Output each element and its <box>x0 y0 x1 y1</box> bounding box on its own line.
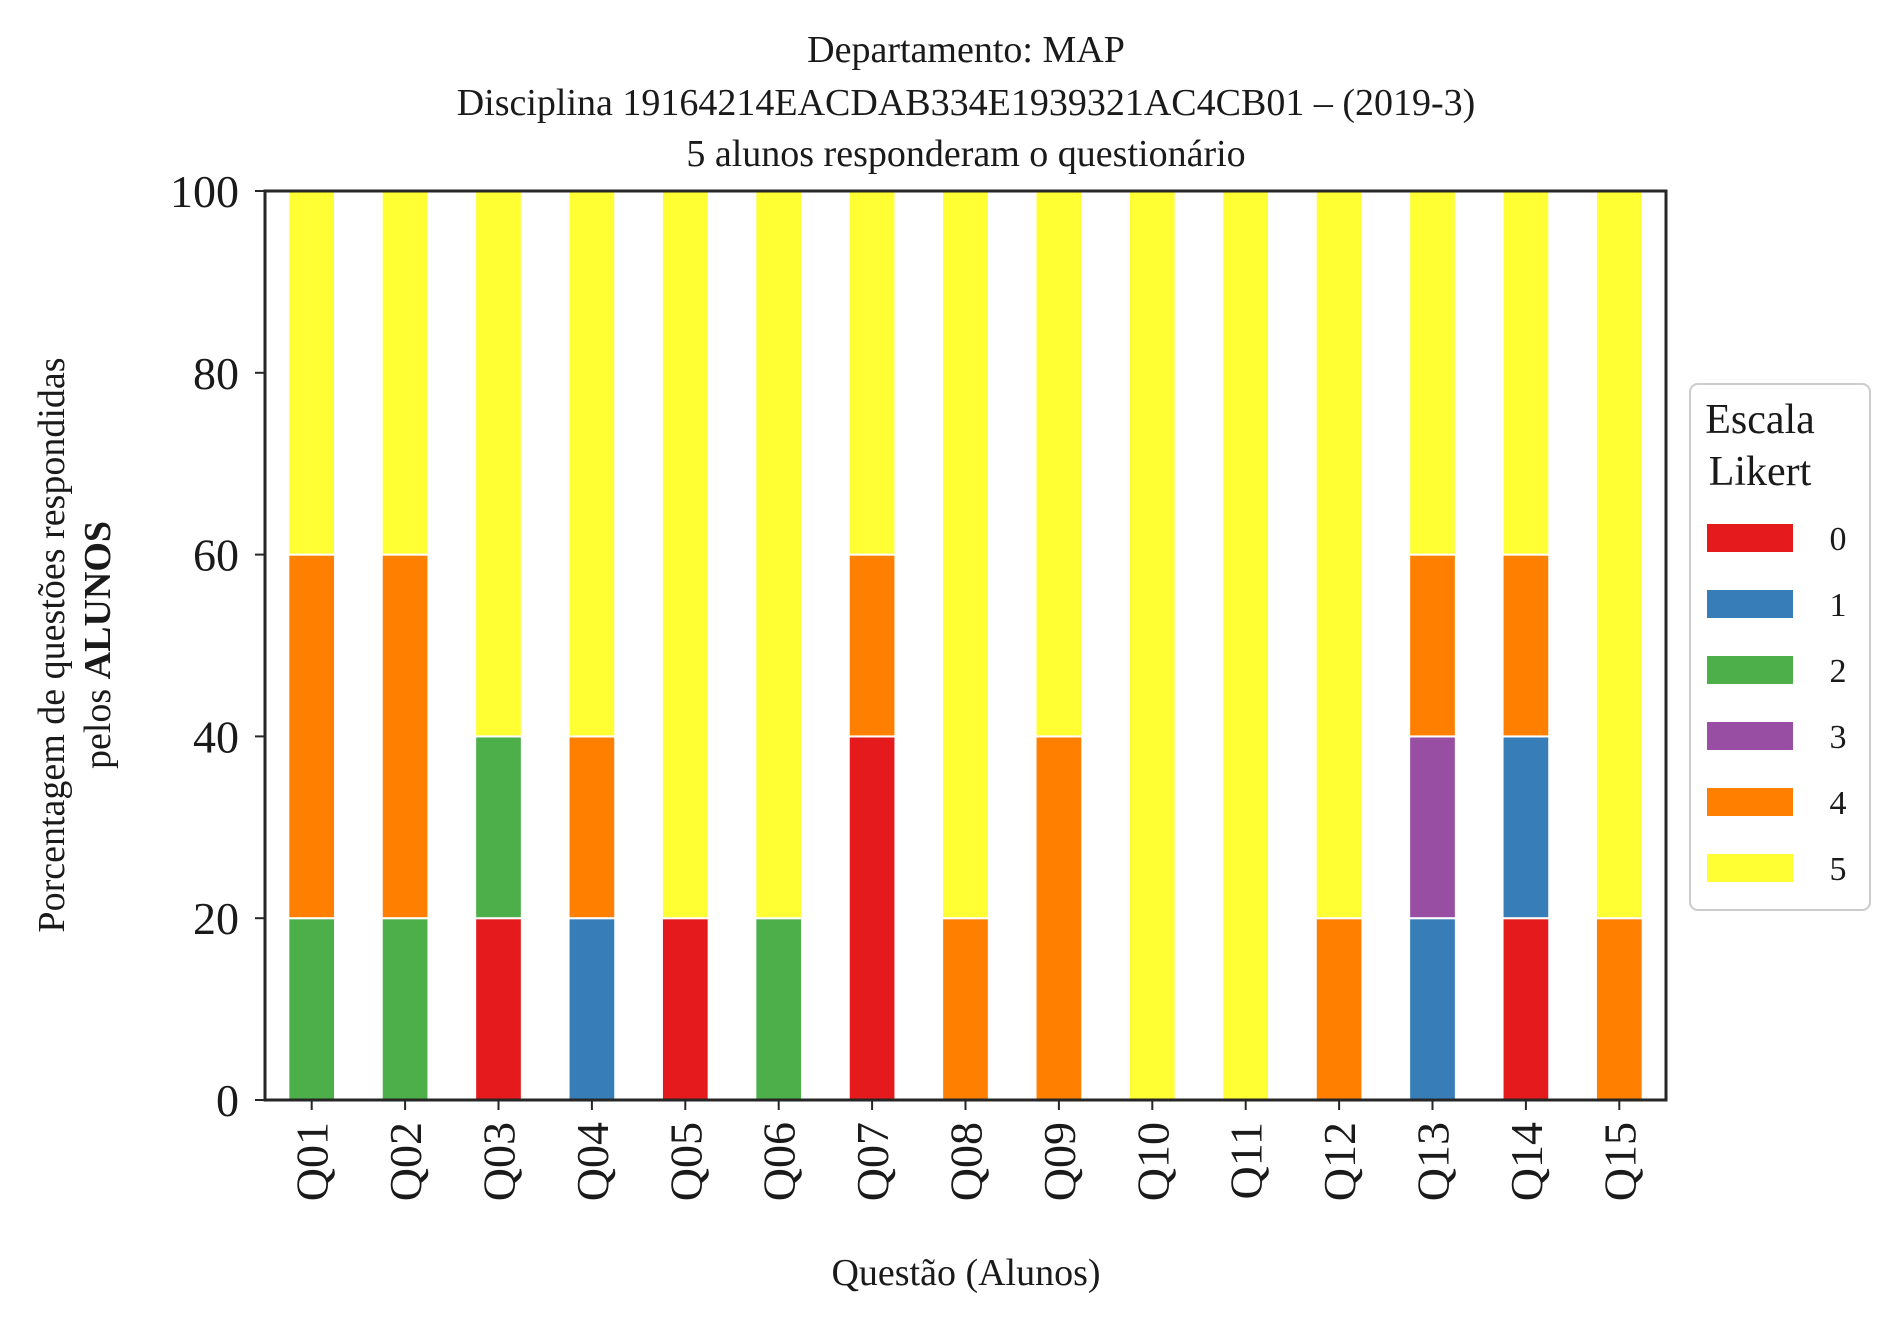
plot-frame <box>263 189 1668 1102</box>
bar-q02-level-2 <box>380 917 430 1102</box>
bar-q07-level-4 <box>847 553 897 738</box>
bar-q09-level-4 <box>1034 735 1084 1102</box>
legend-swatch-5 <box>1707 854 1793 882</box>
legend-entries: 0 1 2 3 4 5 <box>1707 521 1847 888</box>
legend-frame <box>1689 383 1871 911</box>
legend-label-1: 1 <box>1830 587 1847 624</box>
y-tick-label-40: 40 <box>193 711 239 762</box>
bar-q09-level-5 <box>1034 190 1084 738</box>
y-tick-label-60: 60 <box>193 530 239 581</box>
y-axis-label-bold: ALUNOS <box>77 521 119 679</box>
legend-swatch-1 <box>1707 590 1793 618</box>
y-axis: 0 20 40 60 80 100 <box>170 166 265 1126</box>
x-tick-label-q05: Q05 <box>660 1122 711 1201</box>
bar-q05-level-0 <box>660 917 710 1102</box>
bar-q11-level-5 <box>1221 190 1271 1101</box>
legend-label-4: 4 <box>1830 785 1847 822</box>
bar-q01-level-5 <box>287 190 337 556</box>
bar-q12-level-4 <box>1314 917 1364 1102</box>
bar-q15-level-4 <box>1594 917 1644 1102</box>
y-axis-label-line-2: pelos ALUNOS <box>77 521 119 769</box>
legend-swatch-4 <box>1707 788 1793 816</box>
legend-swatch-2 <box>1707 656 1793 684</box>
x-tick-label-q03: Q03 <box>474 1122 525 1201</box>
chart-title-line-1: Departamento: MAP <box>807 29 1125 71</box>
legend-label-2: 2 <box>1830 653 1847 690</box>
bar-q06-level-2 <box>754 917 804 1102</box>
y-tick-label-100: 100 <box>170 166 239 217</box>
bar-q04-level-5 <box>567 190 617 738</box>
legend: Escala Likert 0 1 2 3 4 5 <box>1689 383 1871 911</box>
legend-title-line-2: Likert <box>1709 449 1812 495</box>
bar-q13-level-5 <box>1408 190 1457 556</box>
bar-q10-level-5 <box>1127 190 1177 1101</box>
x-tick-label-q12: Q12 <box>1314 1122 1365 1201</box>
bar-q01-level-4 <box>287 553 337 920</box>
chart-title-line-3: 5 alunos responderam o questionário <box>686 133 1245 175</box>
bar-q14-level-4 <box>1501 553 1551 738</box>
bar-q03-level-5 <box>474 190 523 738</box>
x-tick-label-q09: Q09 <box>1034 1122 1085 1201</box>
bars-layer <box>287 190 1644 1102</box>
y-tick-label-20: 20 <box>193 893 239 944</box>
legend-title-line-1: Escala <box>1705 397 1815 443</box>
bar-q02-level-5 <box>380 190 430 556</box>
y-tick-label-80: 80 <box>193 348 239 399</box>
bar-q12-level-5 <box>1314 190 1364 920</box>
bar-q03-level-0 <box>474 917 523 1102</box>
legend-swatch-3 <box>1707 722 1793 750</box>
bar-q05-level-5 <box>660 190 710 920</box>
y-axis-label-prefix: pelos <box>77 679 119 769</box>
chart-title-line-2: Disciplina 19164214EACDAB334E1939321AC4C… <box>457 82 1476 124</box>
x-tick-label-q13: Q13 <box>1408 1122 1459 1201</box>
x-axis-label: Questão (Alunos) <box>831 1252 1100 1294</box>
x-tick-label-q10: Q10 <box>1127 1122 1178 1201</box>
x-tick-label-q11: Q11 <box>1221 1122 1272 1200</box>
x-tick-label-q04: Q04 <box>567 1122 618 1201</box>
bar-q14-level-1 <box>1501 735 1551 920</box>
bar-q13-level-1 <box>1408 917 1457 1102</box>
bar-q13-level-3 <box>1408 735 1457 920</box>
bar-q14-level-0 <box>1501 917 1551 1102</box>
bar-q08-level-5 <box>941 190 990 920</box>
bar-q04-level-1 <box>567 917 617 1102</box>
bar-q07-level-0 <box>847 735 897 1102</box>
y-tick-label-0: 0 <box>216 1075 239 1126</box>
bar-q13-level-4 <box>1408 553 1457 738</box>
legend-label-3: 3 <box>1830 719 1847 756</box>
legend-swatch-0 <box>1707 524 1793 552</box>
bar-q08-level-4 <box>941 917 990 1102</box>
bar-q04-level-4 <box>567 735 617 920</box>
chart-title: Departamento: MAP Disciplina 19164214EAC… <box>457 29 1476 175</box>
x-axis: Q01 Q02 Q03 Q04 Q05 Q06 Q07 Q08 Q09 Q10 Q11 Q12 Q13 Q… <box>287 1100 1645 1201</box>
bar-q15-level-5 <box>1594 190 1644 920</box>
x-tick-label-q02: Q02 <box>380 1122 431 1201</box>
y-axis-label: Porcentagem de questões respondidas pelo… <box>31 357 119 932</box>
legend-label-0: 0 <box>1830 521 1847 558</box>
x-tick-label-q14: Q14 <box>1501 1122 1552 1201</box>
bar-q07-level-5 <box>847 190 897 556</box>
x-tick-label-q15: Q15 <box>1594 1122 1645 1201</box>
x-tick-label-q06: Q06 <box>754 1122 805 1201</box>
x-tick-label-q01: Q01 <box>287 1122 338 1201</box>
legend-label-5: 5 <box>1830 851 1847 888</box>
bar-q06-level-5 <box>754 190 804 920</box>
bar-q02-level-4 <box>380 553 430 920</box>
x-tick-label-q07: Q07 <box>847 1122 898 1201</box>
bar-q01-level-2 <box>287 917 337 1102</box>
bar-q14-level-5 <box>1501 190 1551 556</box>
bar-q03-level-2 <box>474 735 523 920</box>
x-tick-label-q08: Q08 <box>941 1122 992 1201</box>
y-axis-label-line-1: Porcentagem de questões respondidas <box>31 357 73 932</box>
